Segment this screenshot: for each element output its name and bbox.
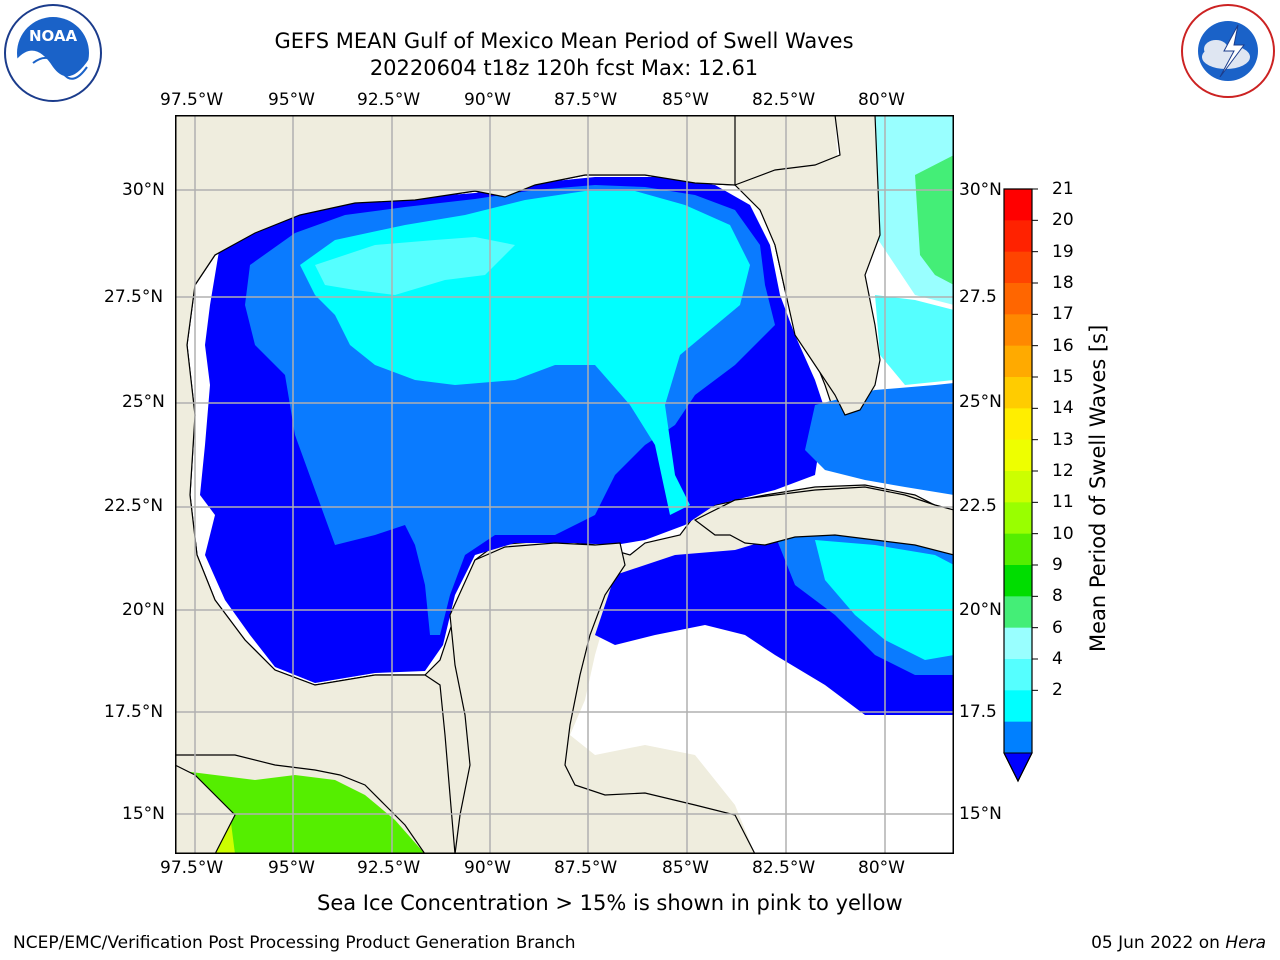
lon-label-bottom: 90°W — [464, 858, 511, 878]
colorbar-tick-label: 17 — [1052, 304, 1074, 325]
colorbar-tick-label: 6 — [1052, 617, 1063, 638]
colorbar-segment — [1004, 345, 1032, 378]
footer-host: Hera — [1225, 933, 1266, 953]
lat-label-left: 22.5°N — [104, 496, 164, 516]
colorbar-tick-label: 11 — [1052, 492, 1074, 513]
colorbar-tick-label: 10 — [1052, 523, 1074, 544]
colorbar-tick-label: 4 — [1052, 649, 1063, 669]
noaa-logo-icon: NOAA — [4, 4, 102, 102]
colorbar-segment — [1004, 627, 1032, 660]
map-frame — [175, 115, 954, 854]
colorbar-segment — [1004, 439, 1032, 472]
colorbar-tick-label: 14 — [1052, 398, 1074, 419]
yucatan-land — [449, 542, 756, 854]
colorbar-segment — [1004, 314, 1032, 347]
lon-label-top: 97.5°W — [160, 90, 224, 110]
lat-label-left: 17.5°N — [104, 702, 164, 722]
colorbar-segment — [1004, 251, 1032, 284]
sea-ice-note: Sea Ice Concentration > 15% is shown in … — [317, 891, 903, 915]
colorbar-svg — [1003, 188, 1038, 783]
colorbar-tick-label: 21 — [1052, 179, 1074, 199]
colorbar-segment — [1004, 502, 1032, 535]
cuba-land — [693, 486, 954, 556]
lat-label-left: 30°N — [122, 180, 165, 200]
footer-left: NCEP/EMC/Verification Post Processing Pr… — [13, 933, 576, 953]
lon-label-bottom: 82.5°W — [752, 858, 816, 878]
footer-date: 05 Jun 2022 on — [1091, 933, 1226, 953]
colorbar-tick-label: 20 — [1052, 210, 1074, 231]
colorbar-segment — [1004, 596, 1032, 629]
wave-band-8-9 — [315, 237, 515, 295]
nws-logo-icon — [1181, 4, 1275, 98]
lon-label-top: 90°W — [464, 90, 511, 110]
colorbar-segment — [1004, 220, 1032, 253]
colorbar-segment — [1004, 408, 1032, 441]
colorbar-segment — [1004, 533, 1032, 566]
pacific-band-10-12 — [175, 770, 425, 854]
lon-label-top: 92.5°W — [357, 90, 421, 110]
colorbar-ticks: 21 20 19 18 17 16 15 14 13 12 11 10 9 8 6 4 2 — [1052, 0, 1112, 960]
colorbar-title: Mean Period of Swell Waves [s] — [1086, 324, 1110, 652]
colorbar-under-arrow — [1003, 752, 1033, 783]
straits-band-4-6 — [805, 383, 954, 495]
lat-label-left: 27.5°N — [104, 287, 164, 307]
lat-label-right: 27.5 — [959, 287, 997, 307]
colorbar-segment — [1004, 283, 1032, 315]
atlantic-band-6-8 — [875, 295, 954, 385]
lon-label-top: 82.5°W — [752, 90, 816, 110]
lat-label-right: 15°N — [959, 804, 1002, 824]
colorbar-tick-label: 15 — [1052, 367, 1074, 387]
atlantic-band-9-10 — [915, 155, 954, 285]
colorbar-tick-label: 2 — [1052, 680, 1063, 701]
lat-label-right: 30°N — [959, 180, 1002, 200]
lat-label-left: 15°N — [122, 804, 165, 824]
colorbar-frame — [1003, 188, 1033, 783]
noaa-logo: NOAA — [3, 3, 103, 103]
lat-label-right: 20°N — [959, 600, 1002, 620]
map-canvas — [175, 115, 954, 854]
colorbar-tick-label: 13 — [1052, 429, 1074, 450]
noaa-logo-text: NOAA — [29, 27, 78, 45]
colorbar-segment — [1004, 690, 1032, 723]
lon-label-bottom: 87.5°W — [554, 858, 618, 878]
lat-label-left: 25°N — [122, 392, 165, 412]
lon-label-top: 87.5°W — [554, 90, 618, 110]
lon-label-bottom: 80°W — [858, 858, 905, 878]
colorbar-segment — [1004, 659, 1032, 691]
lon-label-bottom: 97.5°W — [160, 858, 224, 878]
footer-right: 05 Jun 2022 on Hera — [1091, 933, 1266, 953]
nws-logo — [1180, 3, 1276, 99]
colorbar-tick-label: 16 — [1052, 335, 1074, 356]
graticule — [175, 115, 954, 854]
colorbar-segment — [1004, 189, 1032, 221]
lon-label-top: 85°W — [662, 90, 709, 110]
map-title: GEFS MEAN Gulf of Mexico Mean Period of … — [274, 29, 854, 53]
lon-label-top: 95°W — [268, 90, 315, 110]
colorbar-tick-label: 9 — [1052, 555, 1063, 575]
lat-label-right: 22.5 — [959, 496, 997, 516]
colorbar-segment — [1004, 471, 1032, 503]
lon-label-bottom: 95°W — [268, 858, 315, 878]
colorbar-segment — [1004, 721, 1032, 754]
colorbar-tick-label: 8 — [1052, 586, 1063, 607]
lon-label-top: 80°W — [858, 90, 905, 110]
map-panel — [175, 115, 954, 854]
colorbar-segment — [1004, 377, 1032, 409]
colorbar-segment — [1004, 565, 1032, 597]
lat-label-left: 20°N — [122, 600, 165, 620]
lon-label-bottom: 85°W — [662, 858, 709, 878]
lat-label-right: 25°N — [959, 392, 1002, 412]
colorbar-tick-label: 12 — [1052, 461, 1074, 481]
lon-label-bottom: 92.5°W — [357, 858, 421, 878]
map-subtitle: 20220604 t18z 120h fcst Max: 12.61 — [369, 56, 759, 80]
mexico-land — [175, 115, 736, 854]
colorbar-tick-label: 18 — [1052, 273, 1074, 293]
lat-label-right: 17.5 — [959, 702, 997, 722]
colorbar-tick-label: 19 — [1052, 241, 1074, 262]
colorbar — [1000, 185, 1040, 785]
